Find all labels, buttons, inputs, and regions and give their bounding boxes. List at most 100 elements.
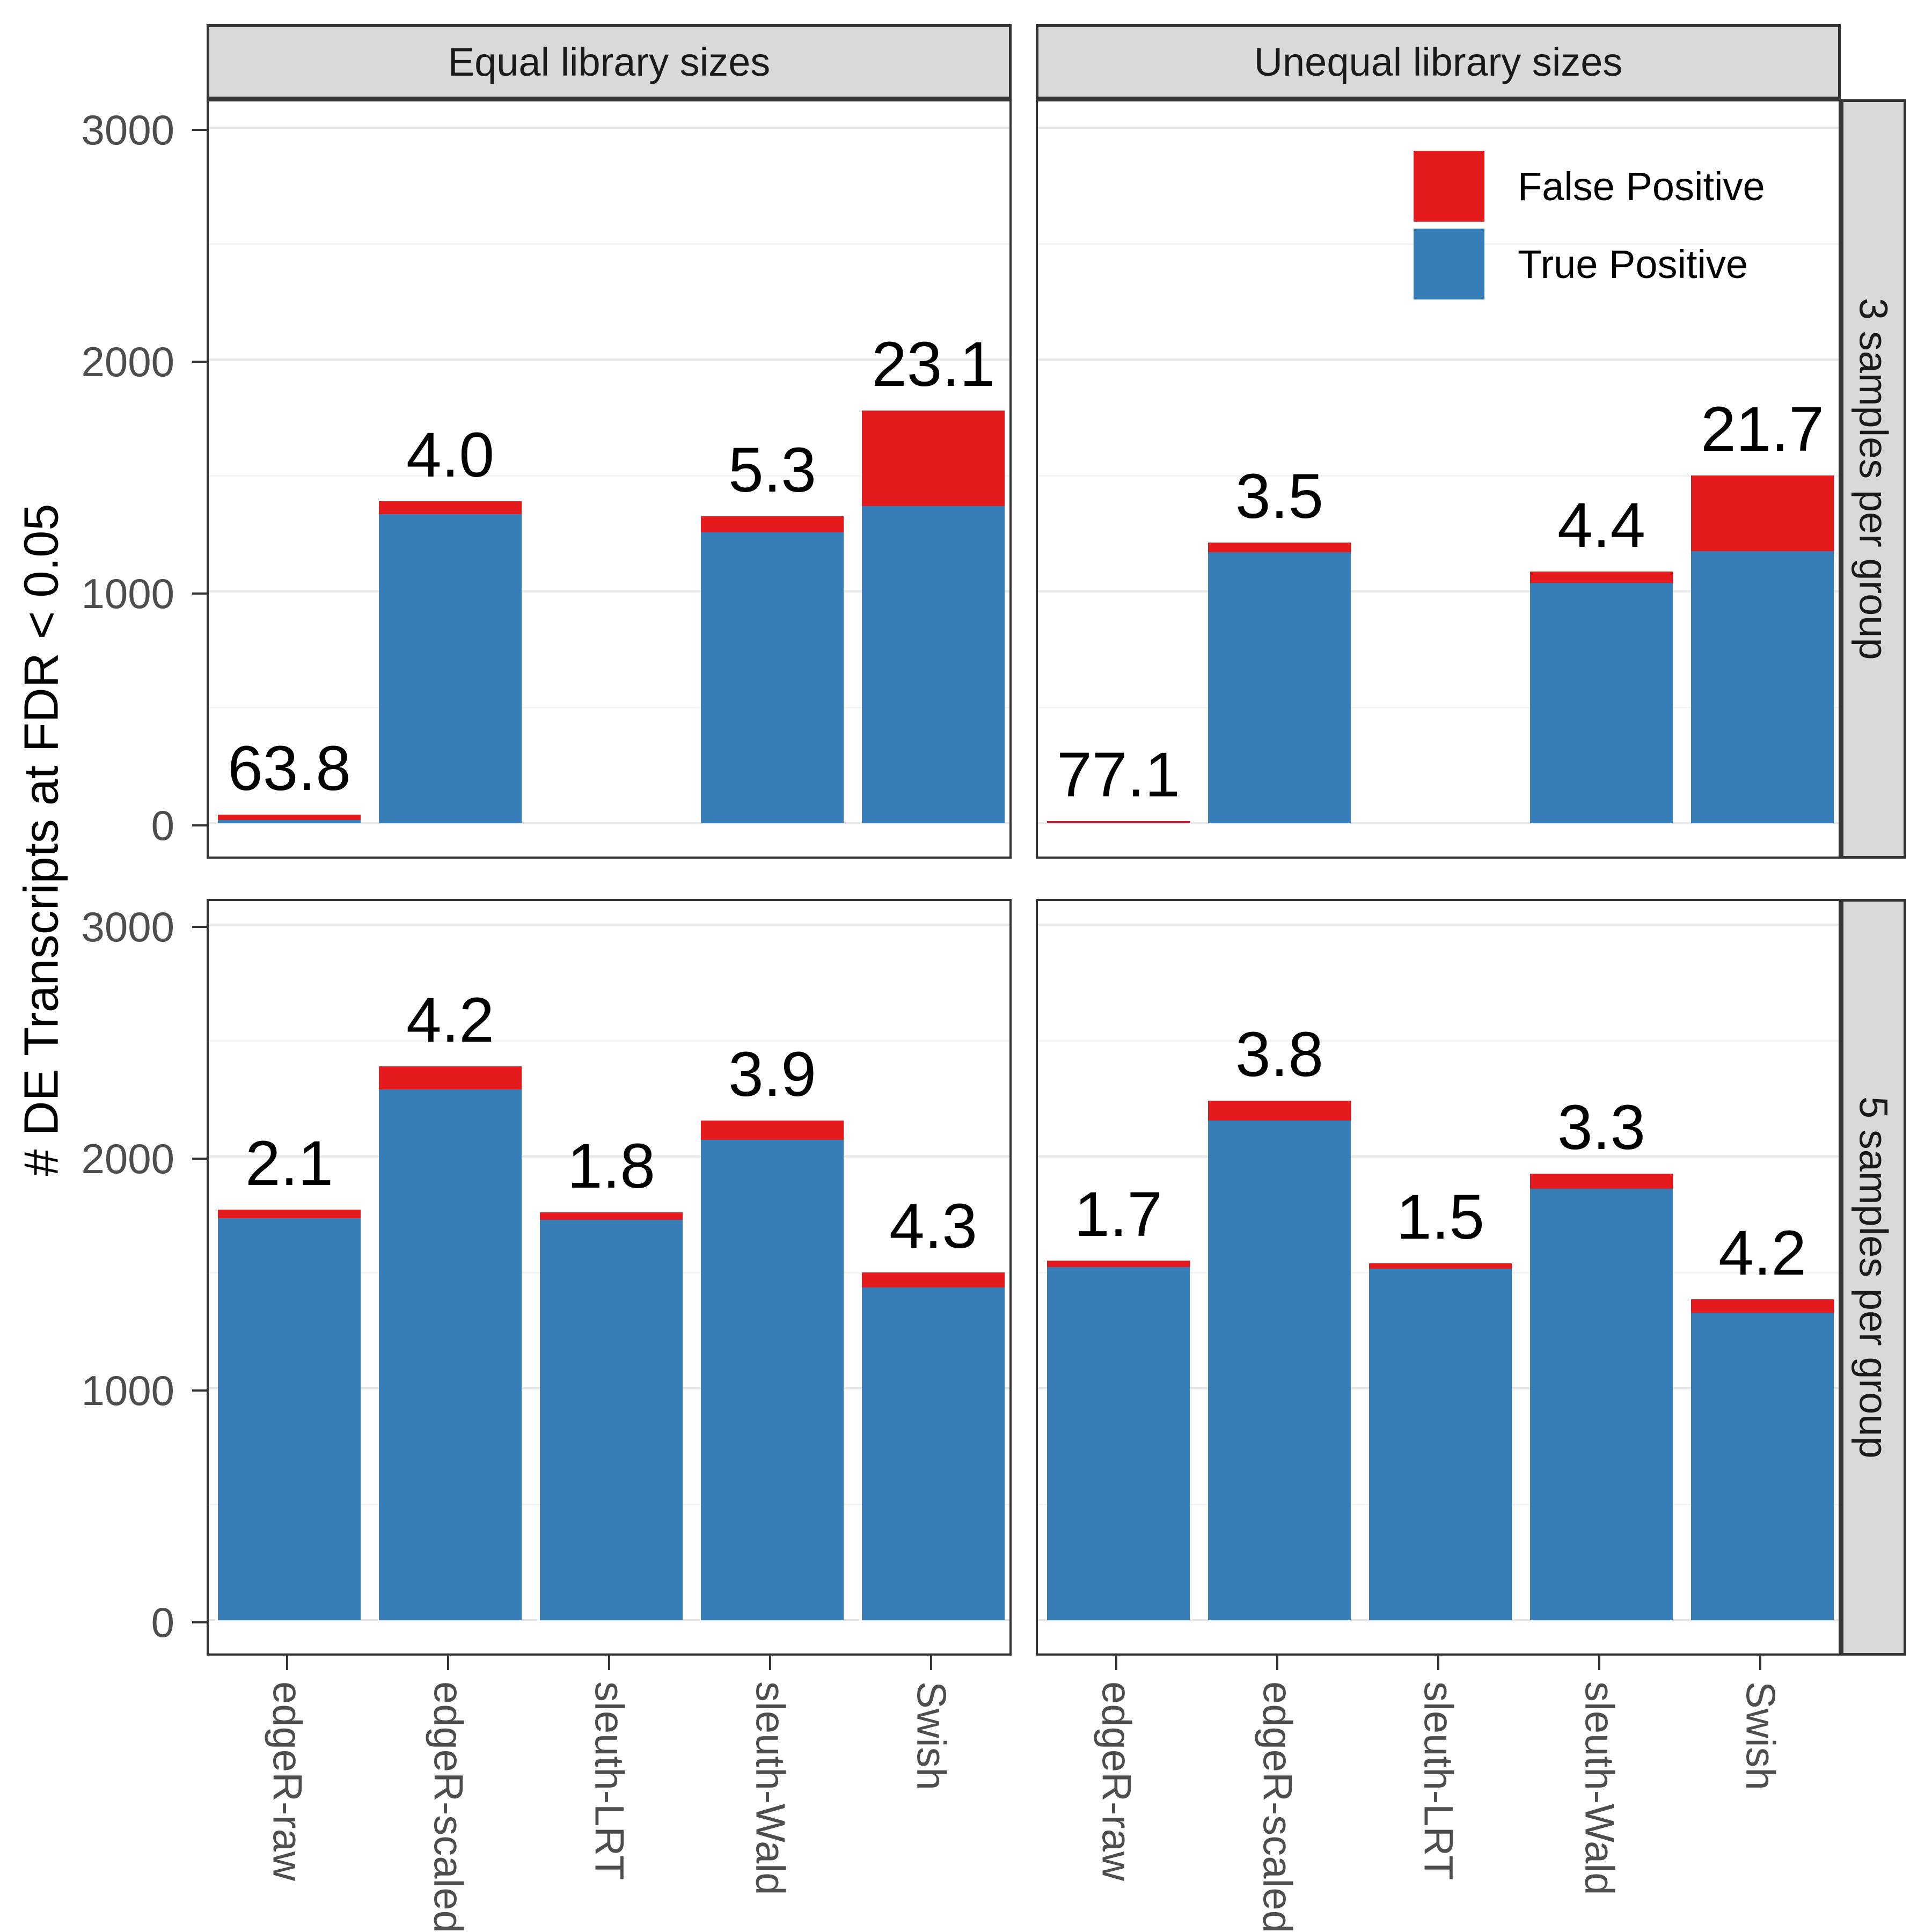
x-category-label-edger-raw: edgeR-raw xyxy=(1093,1681,1139,1881)
x-axis-labels-right: edgeR-raw edgeR-scaled sleuth-LRT sleuth-Wa… xyxy=(1036,1656,1841,1932)
bar-edger-raw-true-positive xyxy=(218,820,361,823)
bar-edger-raw-false-positive xyxy=(218,815,361,821)
fdr-label-sleuth-lrt: 1.8 xyxy=(567,1130,656,1202)
legend-row-true-positive: True Positive xyxy=(1414,229,1765,299)
gridline-2000 xyxy=(1038,358,1839,361)
gridline-0 xyxy=(1038,822,1839,824)
y-tick-label-0: 0 xyxy=(151,802,174,849)
bar-sleuth-wald-false-positive xyxy=(1530,572,1673,583)
bar-edger-scaled-true-positive xyxy=(1208,552,1351,823)
bar-sleuth-wald-false-positive xyxy=(701,516,844,533)
bar-edger-raw-true-positive xyxy=(1047,1267,1190,1620)
gridline-1500 xyxy=(1038,475,1839,477)
gridline-3000 xyxy=(209,127,1009,129)
y-tick-mark-2000 xyxy=(192,361,207,363)
bar-sleuth-wald-true-positive xyxy=(1530,583,1673,823)
bar-edger-scaled-true-positive xyxy=(379,514,522,823)
facet-strip-label: Unequal library sizes xyxy=(1254,39,1623,84)
y-axis-title: # DE Transcripts at FDR < 0.05 xyxy=(14,503,69,1176)
bar-sleuth-wald-true-positive xyxy=(1530,1189,1673,1620)
bar-swish-true-positive xyxy=(1691,1312,1834,1620)
legend: False Positive True Positive xyxy=(1414,151,1765,306)
bar-swish-true-positive xyxy=(862,1287,1005,1620)
fdr-label-edger-scaled: 4.0 xyxy=(406,419,495,491)
fdr-label-edger-raw: 63.8 xyxy=(228,733,351,804)
fdr-label-edger-scaled: 3.5 xyxy=(1235,460,1324,532)
x-category-label-sleuth-lrt: sleuth-LRT xyxy=(1415,1681,1461,1880)
fdr-label-swish: 23.1 xyxy=(872,329,995,400)
y-tick-mark-0 xyxy=(192,824,207,826)
gridline-2500 xyxy=(209,1040,1009,1042)
y-tick-label-1000: 1000 xyxy=(81,570,174,617)
y-axis-ticks-top: 0 1000 2000 3000 xyxy=(0,99,207,859)
y-tick-label-3000: 3000 xyxy=(81,903,174,950)
x-tick-mark-edger-raw xyxy=(1115,1656,1117,1670)
facet-strip-equal-library-sizes: Equal library sizes xyxy=(207,24,1012,99)
x-tick-mark-sleuth-wald xyxy=(769,1656,771,1670)
bar-sleuth-lrt-true-positive xyxy=(1369,1268,1512,1620)
facet-strip-label: Equal library sizes xyxy=(448,39,771,84)
x-category-label-sleuth-wald: sleuth-Wald xyxy=(747,1681,793,1896)
x-category-label-swish: Swish xyxy=(908,1681,954,1790)
bar-sleuth-lrt-false-positive xyxy=(1369,1263,1512,1269)
x-tick-mark-edger-scaled xyxy=(447,1656,449,1670)
legend-key-true-positive-icon xyxy=(1414,229,1484,299)
x-tick-mark-sleuth-lrt xyxy=(1437,1656,1439,1670)
bar-swish-false-positive xyxy=(862,411,1005,506)
bar-sleuth-lrt-true-positive xyxy=(540,1219,683,1620)
gridline-1000 xyxy=(1038,590,1839,592)
bar-swish-false-positive xyxy=(1691,475,1834,551)
gridline-3000 xyxy=(209,924,1009,926)
bar-edger-scaled-false-positive xyxy=(379,1066,522,1089)
gridline-0 xyxy=(209,1619,1009,1621)
x-category-label-edger-scaled: edgeR-scaled xyxy=(1254,1681,1300,1932)
fdr-label-edger-scaled: 3.8 xyxy=(1235,1019,1324,1091)
x-category-label-edger-scaled: edgeR-scaled xyxy=(425,1681,471,1932)
fdr-label-sleuth-wald: 5.3 xyxy=(728,435,817,506)
bar-sleuth-wald-true-positive xyxy=(701,1140,844,1620)
fdr-label-edger-raw: 1.7 xyxy=(1074,1179,1163,1250)
gridline-3000 xyxy=(1038,127,1839,129)
x-tick-mark-swish xyxy=(930,1656,932,1670)
y-axis-ticks-bottom: 0 1000 2000 3000 xyxy=(0,899,207,1656)
bar-swish-true-positive xyxy=(862,506,1005,823)
gridline-3000 xyxy=(1038,924,1839,926)
fdr-label-swish: 4.3 xyxy=(889,1191,978,1262)
y-tick-label-3000: 3000 xyxy=(81,106,174,153)
bar-edger-raw-false-positive xyxy=(1047,1261,1190,1267)
panel-equal-5-samples: 2.1 4.2 1.8 3.9 4.3 xyxy=(207,899,1012,1656)
gridline-1500 xyxy=(209,475,1009,477)
y-tick-mark-1000 xyxy=(192,592,207,595)
x-tick-mark-edger-raw xyxy=(286,1656,288,1670)
facet-strip-3-samples-per-group: 3 samples per group xyxy=(1841,99,1906,859)
y-tick-mark-0 xyxy=(192,1621,207,1623)
fdr-label-swish: 21.7 xyxy=(1701,394,1824,465)
y-tick-mark-3000 xyxy=(192,926,207,928)
bar-swish-true-positive xyxy=(1691,551,1834,823)
gridline-1000 xyxy=(209,590,1009,592)
y-tick-mark-2000 xyxy=(192,1158,207,1160)
bar-edger-scaled-true-positive xyxy=(1208,1121,1351,1620)
facet-strip-label: 3 samples per group xyxy=(1851,298,1896,660)
bar-swish-false-positive xyxy=(1691,1299,1834,1313)
gridline-2500 xyxy=(1038,1040,1839,1042)
x-tick-mark-sleuth-wald xyxy=(1598,1656,1600,1670)
gridline-0 xyxy=(1038,1619,1839,1621)
bar-sleuth-wald-false-positive xyxy=(701,1121,844,1140)
panel-unequal-5-samples: 1.7 3.8 1.5 3.3 4.2 xyxy=(1036,899,1841,1656)
gridline-500 xyxy=(209,707,1009,708)
bar-sleuth-wald-false-positive xyxy=(1530,1174,1673,1189)
x-category-label-swish: Swish xyxy=(1737,1681,1783,1790)
gridline-2500 xyxy=(209,243,1009,245)
legend-row-false-positive: False Positive xyxy=(1414,151,1765,222)
facet-strip-label: 5 samples per group xyxy=(1851,1096,1896,1459)
legend-key-false-positive-icon xyxy=(1414,151,1484,222)
bar-edger-scaled-false-positive xyxy=(379,501,522,514)
panel-equal-3-samples: 63.8 4.0 5.3 23.1 xyxy=(207,99,1012,859)
bar-edger-scaled-true-positive xyxy=(379,1089,522,1620)
y-tick-label-2000: 2000 xyxy=(81,1135,174,1182)
x-tick-mark-swish xyxy=(1759,1656,1761,1670)
fdr-label-swish: 4.2 xyxy=(1718,1217,1807,1289)
gridline-500 xyxy=(1038,707,1839,708)
